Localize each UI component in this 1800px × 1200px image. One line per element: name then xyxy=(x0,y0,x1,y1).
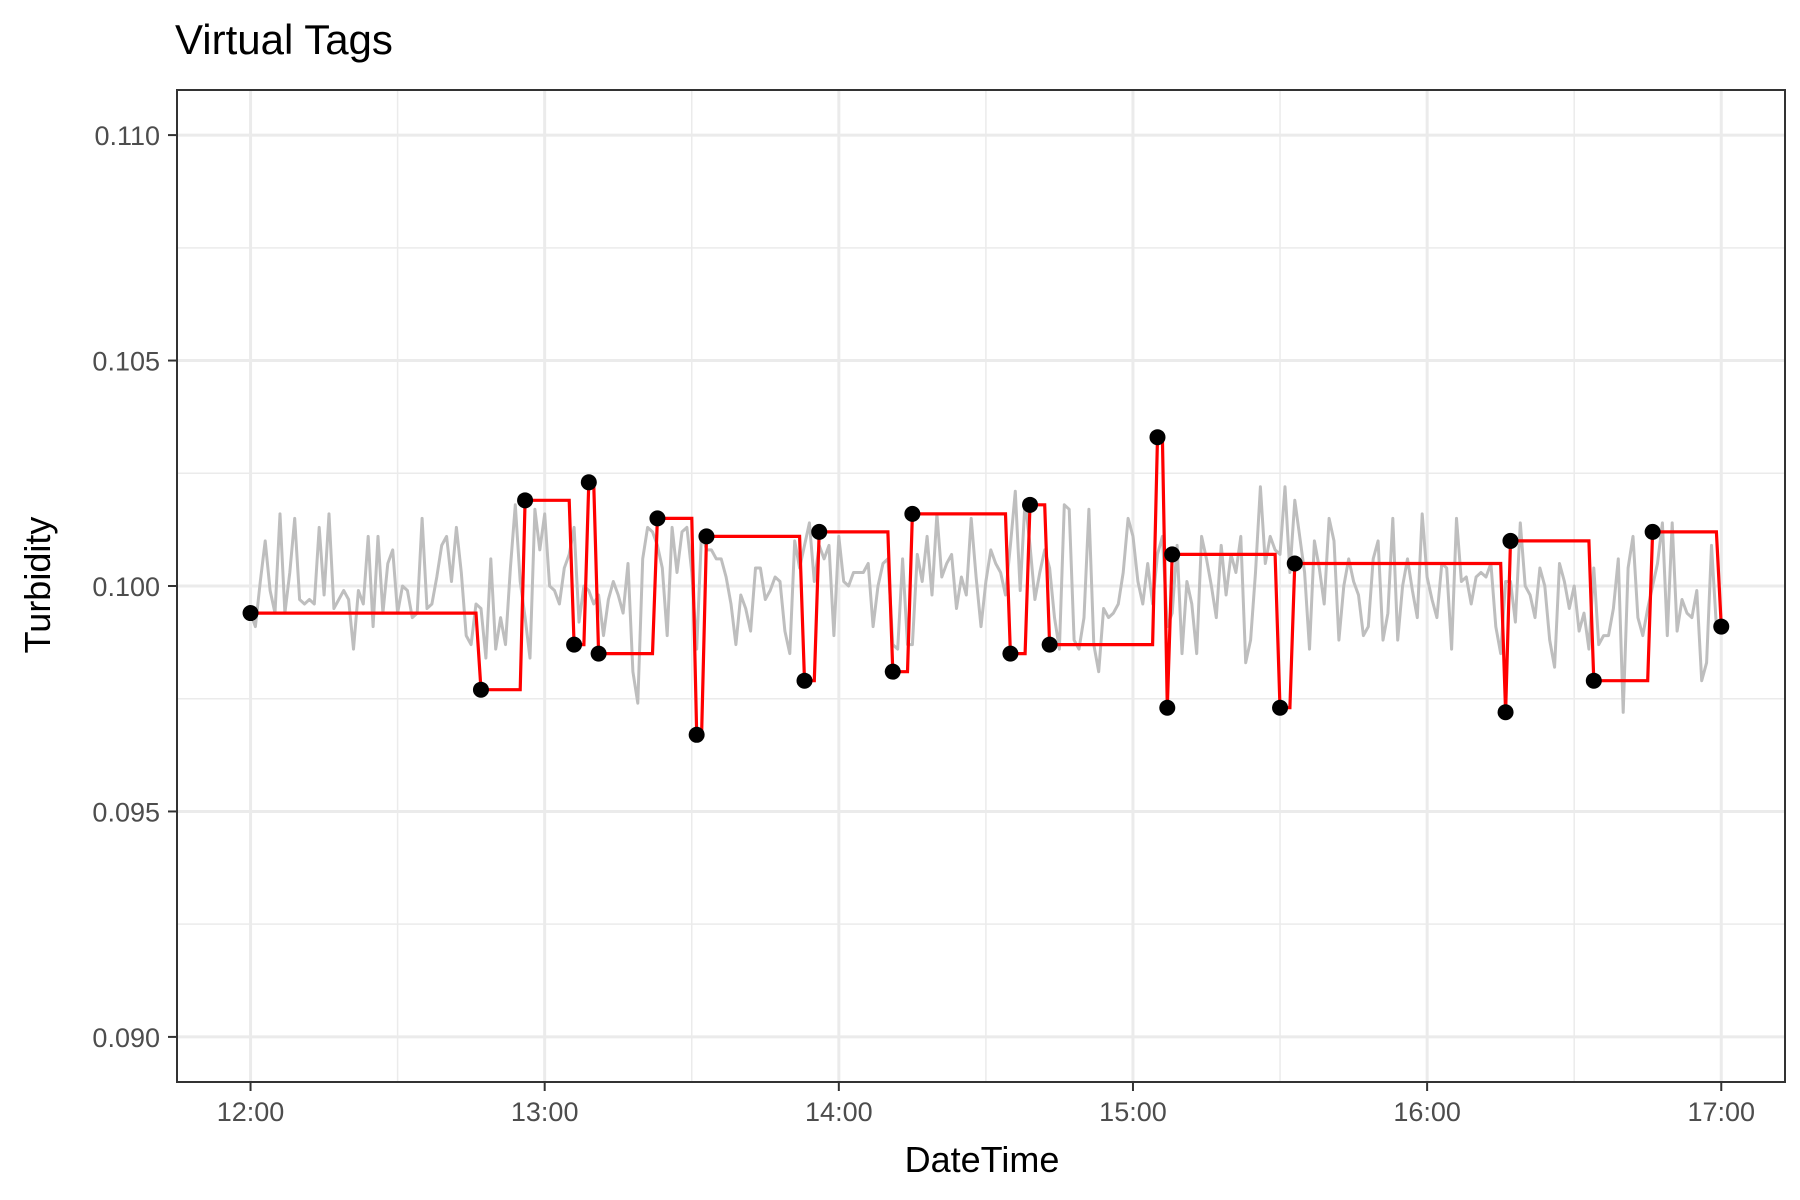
virtual-tag-point xyxy=(904,505,921,522)
virtual-tag-point xyxy=(517,492,534,509)
virtual-tag-point xyxy=(1164,546,1181,563)
y-tick-label: 0.090 xyxy=(92,1023,160,1053)
virtual-tag-point xyxy=(566,636,583,653)
virtual-tag-point xyxy=(698,528,715,545)
virtual-tag-point xyxy=(1585,672,1602,689)
virtual-tag-point xyxy=(1002,645,1019,662)
raw-turbidity-line xyxy=(249,485,1718,714)
virtual-tag-point xyxy=(1041,636,1058,653)
y-axis-title: Turbidity xyxy=(17,517,58,654)
virtual-tag-point xyxy=(1022,496,1039,513)
virtual-tag-point xyxy=(1713,618,1730,635)
y-tick-label: 0.105 xyxy=(92,347,160,377)
virtual-tag-point xyxy=(1644,523,1661,540)
y-tick-label: 0.095 xyxy=(92,797,160,827)
x-tick-label: 14:00 xyxy=(805,1097,873,1127)
virtual-tag-point xyxy=(242,605,259,622)
x-tick-label: 17:00 xyxy=(1687,1097,1755,1127)
chart-title: Virtual Tags xyxy=(175,16,393,63)
virtual-tag-point xyxy=(1502,532,1519,549)
virtual-tag-point xyxy=(472,681,489,698)
virtual-tag-point xyxy=(580,474,597,491)
virtual-tag-point xyxy=(590,645,607,662)
virtual-tag-point xyxy=(1272,699,1289,716)
virtual-tag-point xyxy=(1286,555,1303,572)
virtual-tag-point xyxy=(1497,704,1514,721)
x-tick-label: 15:00 xyxy=(1099,1097,1167,1127)
virtual-tag-point xyxy=(796,672,813,689)
virtual-tag-point xyxy=(1149,429,1166,446)
virtual-tag-point xyxy=(649,510,666,527)
virtual-tag-point xyxy=(884,663,901,680)
x-axis-title: DateTime xyxy=(905,1139,1060,1180)
virtual-tag-point xyxy=(1159,699,1176,716)
y-tick-label: 0.100 xyxy=(92,572,160,602)
x-tick-label: 16:00 xyxy=(1393,1097,1461,1127)
x-tick-label: 13:00 xyxy=(511,1097,579,1127)
x-tick-label: 12:00 xyxy=(217,1097,285,1127)
virtual-tag-point xyxy=(688,726,705,743)
panel-border xyxy=(176,89,1786,1083)
plot-panel: 12:00 13:00 14:00 15:00 16:00 17:00 0.090 0.095… xyxy=(92,89,1786,1127)
y-tick-label: 0.110 xyxy=(94,121,160,151)
virtual-tag-point xyxy=(811,523,828,540)
